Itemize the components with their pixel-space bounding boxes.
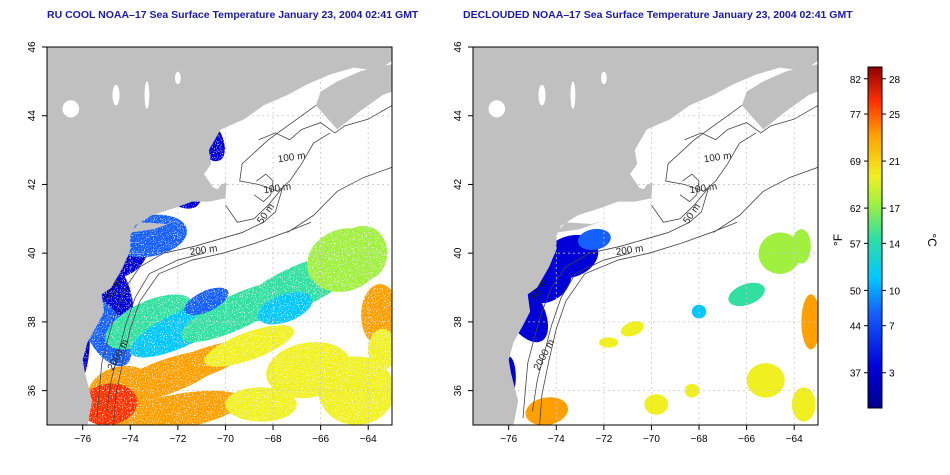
contour-label: 100 m	[263, 181, 292, 196]
celsius-tick-label: 3	[889, 369, 895, 380]
sst-patch	[225, 387, 297, 422]
bathymetry-contour	[96, 187, 283, 419]
latitude-tick-label: 36	[453, 385, 464, 397]
fahrenheit-tick-label: 77	[850, 110, 862, 121]
right-panel-title: DECLOUDED NOAA–17 Sea Surface Temperatur…	[463, 9, 853, 21]
sst-patch	[257, 291, 313, 325]
celsius-tick-label: 10	[889, 286, 901, 297]
sst-patch	[184, 287, 229, 316]
latitude-tick-label: 40	[453, 247, 464, 259]
celsius-tick-label: 25	[889, 110, 901, 121]
bathymetry-contour	[713, 166, 818, 233]
latitude-tick-label: 42	[453, 178, 464, 190]
longitude-tick-label: −68	[265, 434, 282, 445]
celsius-tick-label: 7	[889, 322, 895, 333]
sst-patch	[577, 228, 611, 250]
sst-patch	[791, 387, 816, 422]
longitude-tick-label: −76	[74, 434, 91, 445]
longitude-tick-label: −70	[643, 434, 660, 445]
latitude-tick-label: 46	[453, 41, 464, 53]
longitude-tick-label: −72	[169, 434, 186, 445]
latitude-tick-label: 46	[27, 41, 38, 53]
celsius-units-label: °C	[925, 233, 939, 247]
land-mass	[47, 47, 392, 425]
latitude-tick-label: 44	[27, 110, 38, 122]
land-mass	[741, 64, 818, 130]
bathymetry-contour	[113, 221, 312, 425]
contour-label: 200 m	[615, 243, 644, 258]
contour-label: 100 m	[703, 151, 732, 166]
latitude-tick-label: 42	[27, 178, 38, 190]
longitude-tick-label: −66	[312, 434, 329, 445]
sst-patch	[691, 304, 707, 319]
latitude-tick-label: 44	[453, 110, 464, 122]
latitude-tick-label: 38	[453, 316, 464, 328]
longitude-tick-label: −74	[548, 434, 565, 445]
sst-patch	[620, 321, 644, 337]
contour-label: 100 m	[277, 151, 306, 166]
bathymetry-contour	[287, 166, 392, 233]
sst-patch	[204, 325, 295, 367]
fahrenheit-tick-label: 62	[850, 204, 862, 215]
longitude-tick-label: −68	[691, 434, 708, 445]
bathymetry-contour	[665, 105, 757, 192]
temperature-colorbar: 82 28 77 25 69 21 62 17 57 14 50 10 44 7 37 3 °F °C	[831, 66, 939, 409]
fahrenheit-tick-label: 50	[850, 286, 862, 297]
fahrenheit-units-label: °F	[831, 234, 845, 246]
bathymetry-contour	[239, 105, 331, 192]
sst-patch	[112, 390, 244, 425]
latitude-tick-label: 40	[27, 247, 38, 259]
latitude-tick-label: 38	[27, 316, 38, 328]
longitude-tick-label: −66	[738, 434, 755, 445]
sst-patch	[318, 356, 392, 425]
sst-patch	[791, 229, 811, 264]
left-panel-title: RU COOL NOAA–17 Sea Surface Temperature …	[47, 9, 419, 21]
contour-label: 100 m	[689, 181, 718, 196]
sst-patch	[368, 328, 392, 371]
celsius-tick-label: 28	[889, 75, 901, 86]
fahrenheit-tick-label: 69	[850, 157, 862, 168]
longitude-tick-label: −64	[786, 434, 803, 445]
longitude-tick-label: −70	[217, 434, 234, 445]
land-mass	[473, 47, 818, 425]
sst-patch	[728, 282, 765, 307]
bathymetry-contour	[522, 187, 709, 419]
land-mass	[130, 220, 178, 233]
contour-label: 200 m	[189, 243, 218, 258]
longitude-tick-label: −74	[122, 434, 139, 445]
fahrenheit-tick-label: 82	[850, 75, 862, 86]
sst-patch	[80, 383, 138, 425]
sst-patch	[525, 397, 568, 425]
colorbar-gradient	[867, 66, 883, 409]
bathymetry-contour	[258, 105, 392, 141]
land-mass	[211, 182, 227, 200]
fahrenheit-tick-label: 57	[850, 239, 862, 250]
sst-patch	[684, 383, 700, 398]
bathymetry-contour	[679, 173, 700, 203]
bathymetry-contour	[539, 221, 738, 425]
longitude-tick-label: −72	[595, 434, 612, 445]
fahrenheit-tick-label: 37	[850, 369, 862, 380]
bathymetry-contour	[253, 173, 274, 203]
latitude-tick-label: 36	[27, 385, 38, 397]
sst-patch	[105, 294, 194, 350]
celsius-tick-label: 17	[889, 204, 901, 215]
longitude-tick-label: −64	[360, 434, 377, 445]
celsius-tick-label: 21	[889, 157, 901, 168]
bathymetry-contour	[684, 105, 818, 141]
sst-patch	[644, 394, 669, 415]
bathymetry-contour	[532, 252, 631, 412]
longitude-tick-label: −76	[500, 434, 517, 445]
land-mass	[637, 182, 653, 200]
celsius-tick-label: 14	[889, 239, 901, 250]
fahrenheit-tick-label: 44	[850, 322, 862, 333]
land-mass	[556, 220, 604, 233]
sst-patch	[599, 337, 619, 348]
bathymetry-contour	[106, 252, 205, 412]
sst-patch	[746, 363, 785, 398]
land-mass	[315, 64, 392, 130]
